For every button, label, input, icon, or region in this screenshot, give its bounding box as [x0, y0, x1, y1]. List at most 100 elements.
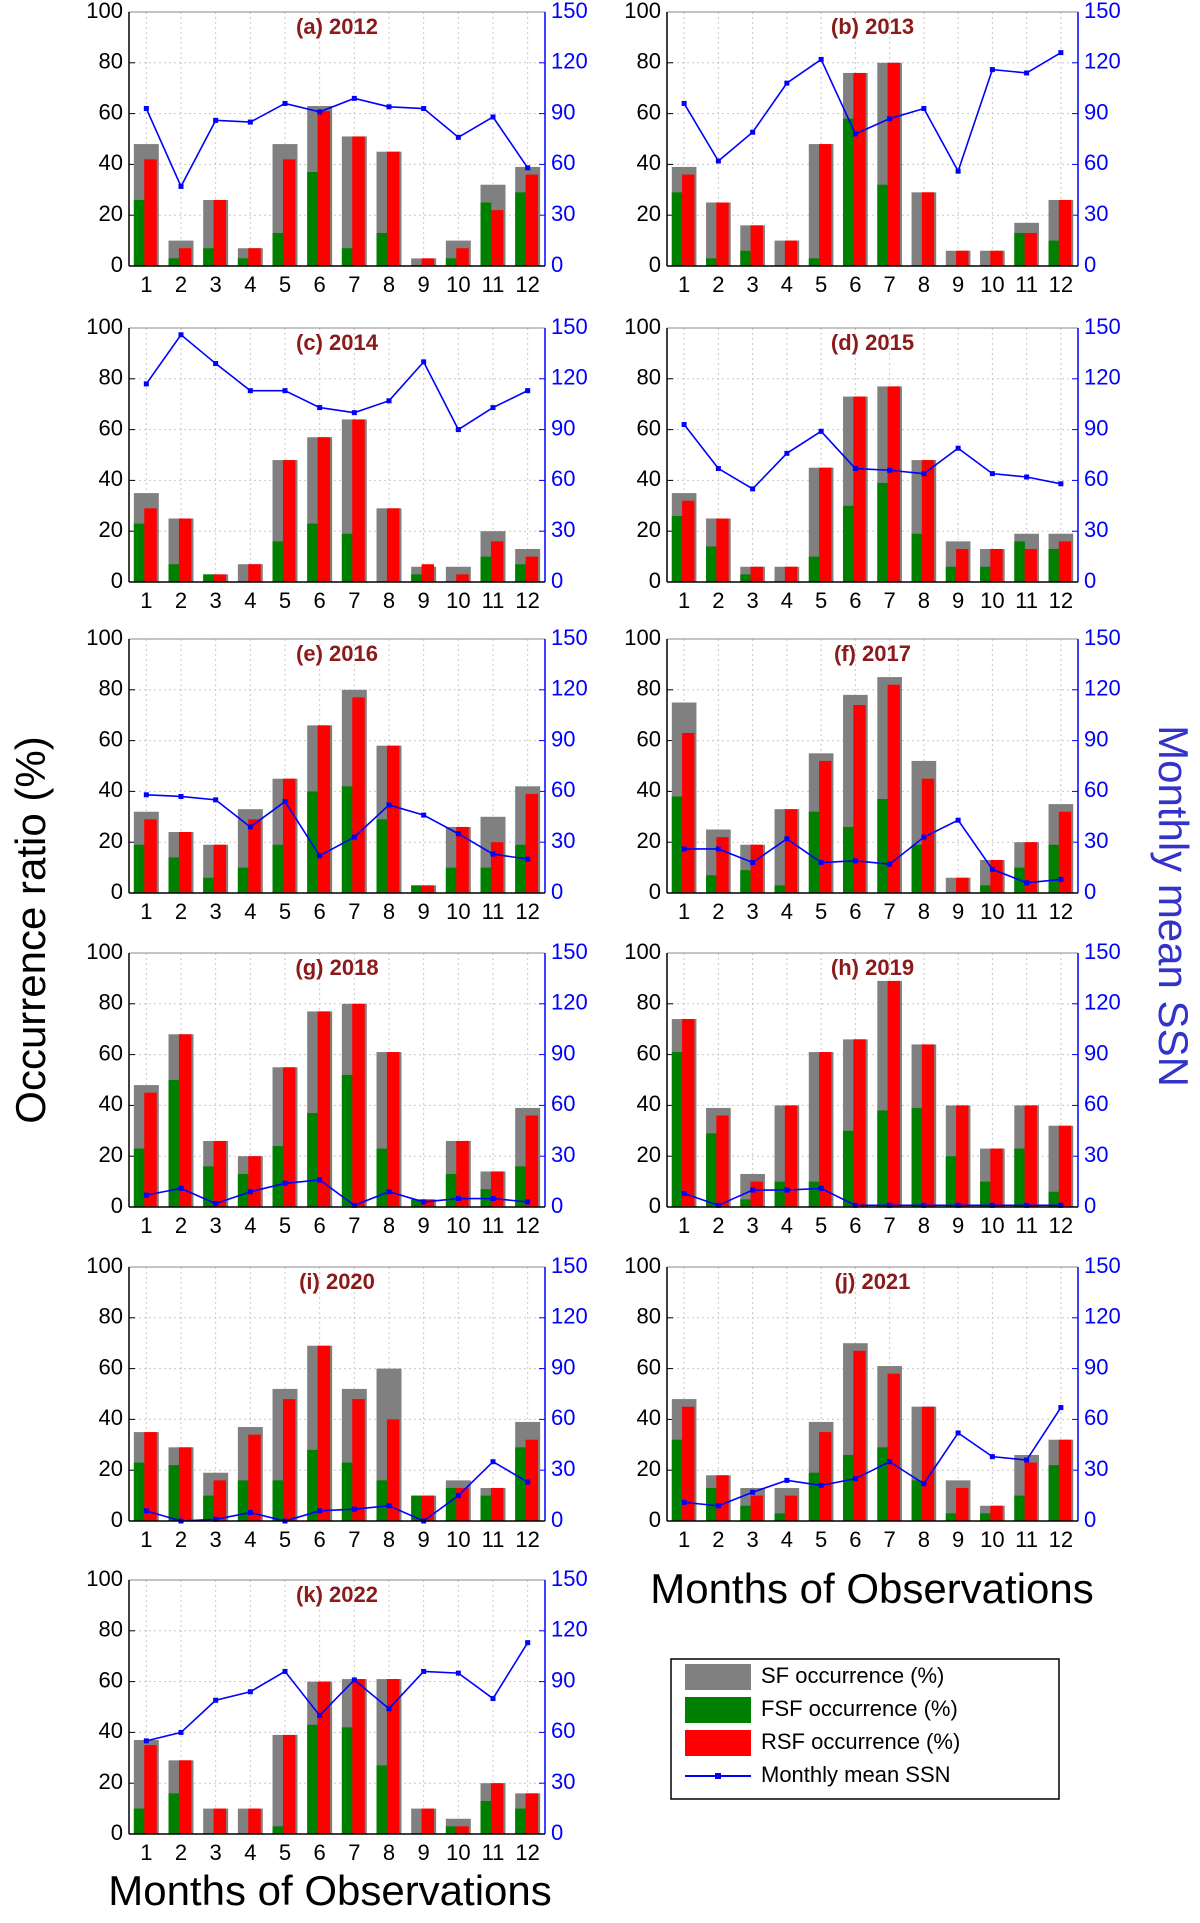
ssn-marker [317, 853, 323, 859]
ssn-marker [351, 95, 357, 101]
bar [980, 885, 991, 893]
bar [887, 386, 900, 582]
x-tick-label: 3 [747, 899, 759, 924]
bar [956, 1487, 969, 1521]
bar [133, 1808, 145, 1834]
bar [853, 72, 866, 267]
y-tick-label: 80 [99, 1617, 123, 1642]
y-tick-label: 100 [86, 625, 123, 650]
bar [956, 548, 969, 582]
y2-tick-label: 120 [551, 365, 588, 390]
ssn-marker [955, 1202, 961, 1208]
bar [716, 837, 729, 893]
bar [877, 184, 888, 266]
y-tick-label: 0 [111, 1507, 123, 1532]
ssn-marker [213, 361, 219, 367]
x-tick-label: 12 [515, 899, 539, 924]
y-tick-label: 40 [99, 150, 123, 175]
x-tick-label: 3 [747, 588, 759, 613]
bar [525, 1793, 539, 1834]
bar [740, 250, 751, 266]
bar [1058, 199, 1072, 266]
y2-tick-label: 30 [1084, 1142, 1108, 1167]
y-tick-label: 40 [637, 777, 661, 802]
ssn-line [683, 1187, 1061, 1207]
bar [682, 732, 695, 893]
ssn-marker [247, 824, 253, 830]
y2-tick-label: 150 [1084, 0, 1121, 23]
ssn-marker [386, 802, 392, 808]
y-tick-label: 60 [99, 1040, 123, 1065]
x-tick-label: 4 [244, 899, 256, 924]
ssn-marker [1058, 50, 1064, 56]
bar [740, 1199, 751, 1207]
bar [716, 202, 729, 266]
ssn-marker [715, 1503, 721, 1509]
y2-tick-label: 90 [1084, 99, 1108, 124]
bar [490, 210, 504, 266]
bar [237, 1480, 249, 1521]
x-tick-label: 10 [446, 1527, 470, 1552]
ssn-marker [750, 1489, 756, 1495]
x-tick-label: 12 [515, 1213, 539, 1238]
y2-tick-label: 60 [1084, 466, 1108, 491]
bar [990, 250, 1003, 266]
ssn-marker [681, 100, 687, 106]
panel-title: (b) 2013 [831, 14, 914, 39]
ssn-marker [178, 183, 184, 189]
x-tick-label: 8 [383, 272, 395, 297]
y2-tick-label: 0 [1084, 568, 1096, 593]
ssn-line [683, 424, 1062, 490]
y-tick-label: 60 [637, 415, 661, 440]
bar [341, 248, 353, 266]
bar [168, 1793, 180, 1834]
y2-tick-label: 60 [551, 1718, 575, 1743]
y-tick-label: 20 [99, 1456, 123, 1481]
bar [784, 1495, 798, 1521]
x-tick-label: 1 [140, 1840, 152, 1865]
bar [307, 523, 318, 582]
x-tick-label: 4 [781, 272, 793, 297]
y-tick-label: 80 [99, 365, 123, 390]
x-tick-label: 7 [884, 1527, 896, 1552]
legend-swatch [685, 1664, 751, 1690]
y-tick-label: 100 [624, 314, 661, 339]
ssn-line [146, 1642, 529, 1742]
ssn-marker [1024, 1202, 1030, 1208]
bar [1058, 541, 1072, 582]
ssn-marker [750, 486, 756, 492]
bar [945, 1156, 957, 1207]
bar [750, 225, 763, 266]
bar [808, 1181, 820, 1207]
bar [956, 250, 969, 266]
bar [133, 1462, 145, 1521]
y2-tick-label: 30 [551, 201, 575, 226]
bar [515, 844, 526, 893]
ssn-marker [455, 134, 461, 140]
bar [376, 1480, 388, 1521]
bar [203, 248, 214, 266]
bar [456, 248, 469, 266]
x-tick-label: 7 [348, 1840, 360, 1865]
bar [282, 778, 296, 893]
panel-title: (g) 2018 [295, 955, 378, 980]
bar [671, 1052, 683, 1207]
bar [515, 192, 526, 266]
x-tick-label: 12 [515, 1840, 539, 1865]
bar [682, 174, 695, 266]
x-tick-label: 5 [815, 588, 827, 613]
ssn-marker [317, 405, 323, 411]
bar [445, 867, 457, 893]
y2-tick-label: 60 [1084, 1091, 1108, 1116]
x-tick-label: 8 [918, 588, 930, 613]
bar [421, 564, 435, 582]
x-tick-label: 12 [1049, 588, 1073, 613]
ssn-marker [852, 858, 858, 864]
bar [411, 574, 422, 582]
bar [945, 1513, 957, 1521]
x-tick-label: 6 [314, 272, 326, 297]
ssn-marker [750, 1187, 756, 1193]
bar [921, 1044, 935, 1207]
ssn-marker [317, 1712, 323, 1718]
